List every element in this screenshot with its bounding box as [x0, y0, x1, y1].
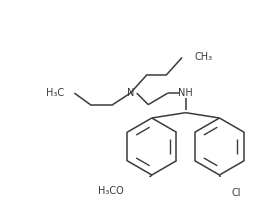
- Text: NH: NH: [178, 88, 193, 98]
- Text: H₃C: H₃C: [46, 88, 64, 98]
- Text: H₃CO: H₃CO: [98, 186, 123, 196]
- Text: N: N: [127, 88, 134, 98]
- Text: CH₃: CH₃: [195, 52, 213, 62]
- Text: Cl: Cl: [232, 188, 241, 197]
